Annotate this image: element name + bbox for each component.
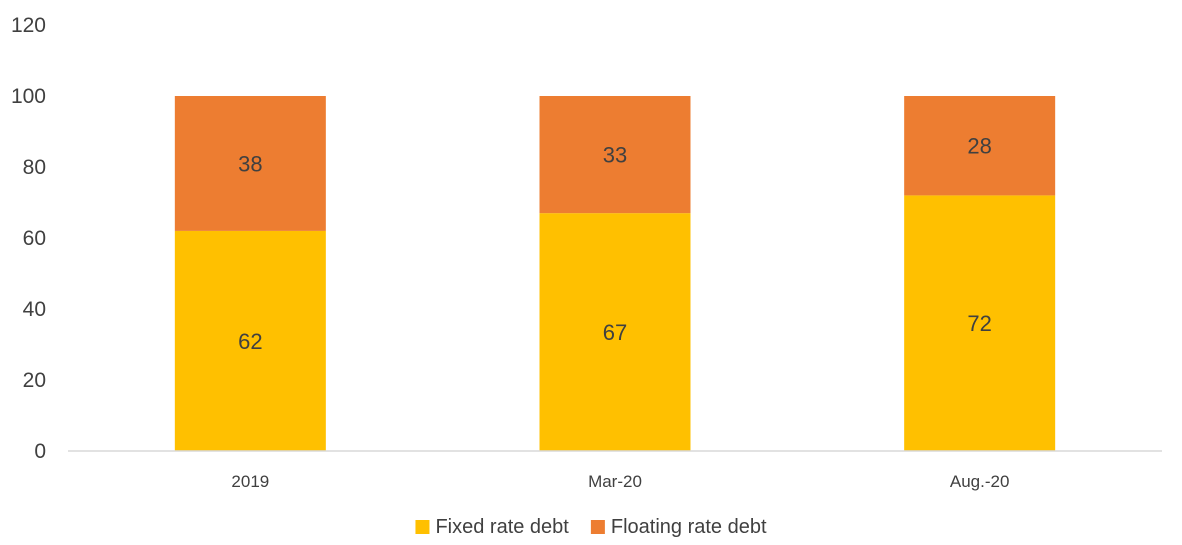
x-tick-label: 2019 bbox=[231, 472, 269, 491]
bar-segment-fixed bbox=[539, 213, 691, 451]
bar-segment-floating bbox=[174, 96, 326, 231]
data-label: 72 bbox=[967, 311, 991, 336]
bar-segment-fixed bbox=[174, 230, 326, 451]
y-tick-label: 100 bbox=[11, 85, 46, 108]
x-tick-label: Mar-20 bbox=[588, 472, 642, 491]
legend-label: Floating rate debt bbox=[611, 516, 767, 538]
legend-item: Fixed rate debt bbox=[415, 516, 569, 538]
y-tick-label: 20 bbox=[23, 369, 46, 392]
legend-swatch bbox=[590, 520, 605, 534]
data-label: 62 bbox=[238, 329, 262, 354]
legend-item: Floating rate debt bbox=[590, 516, 767, 538]
bar-segment-fixed bbox=[904, 195, 1056, 451]
y-tick-label: 80 bbox=[23, 156, 46, 179]
legend-label: Fixed rate debt bbox=[435, 516, 569, 538]
x-axis: 2019 Mar-20 Aug.-20 bbox=[231, 472, 1009, 491]
y-tick-label: 40 bbox=[23, 298, 46, 321]
bar-segment-floating bbox=[539, 96, 691, 214]
data-label: 28 bbox=[967, 134, 991, 159]
legend: Fixed rate debt Floating rate debt bbox=[415, 516, 767, 538]
data-label: 38 bbox=[238, 151, 262, 176]
y-tick-label: 0 bbox=[34, 440, 46, 463]
data-label: 33 bbox=[603, 143, 627, 168]
legend-swatch bbox=[415, 520, 430, 534]
x-tick-label: Aug.-20 bbox=[950, 472, 1010, 491]
plot-area: 62 38 67 33 72 28 bbox=[174, 96, 1056, 451]
y-tick-label: 120 bbox=[11, 14, 46, 37]
y-tick-label: 60 bbox=[23, 227, 46, 250]
bar-segment-floating bbox=[904, 96, 1056, 196]
data-label: 67 bbox=[603, 320, 627, 345]
y-axis: 0 20 40 60 80 100 120 bbox=[11, 14, 46, 463]
